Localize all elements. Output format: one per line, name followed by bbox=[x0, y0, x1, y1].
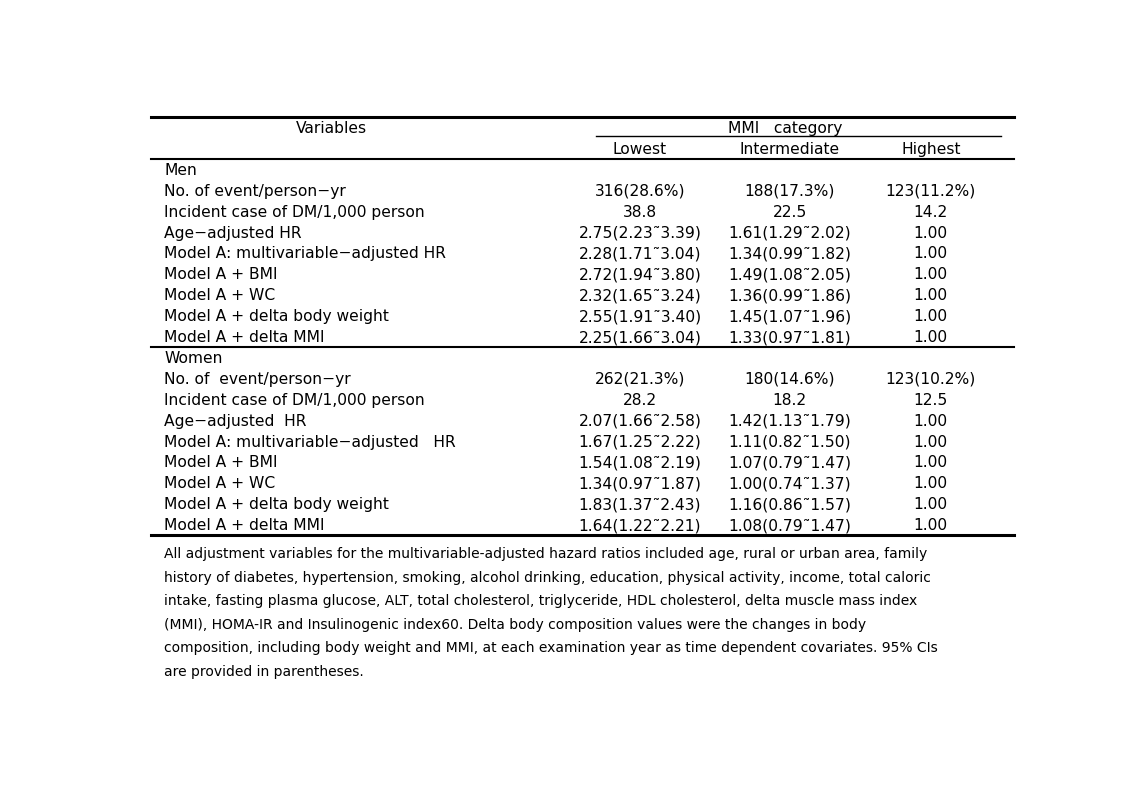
Text: Women: Women bbox=[164, 350, 223, 365]
Text: 14.2: 14.2 bbox=[914, 205, 948, 219]
Text: 28.2: 28.2 bbox=[623, 392, 657, 407]
Text: 12.5: 12.5 bbox=[914, 392, 948, 407]
Text: Variables: Variables bbox=[296, 121, 367, 136]
Text: 123(11.2%): 123(11.2%) bbox=[886, 184, 976, 198]
Text: Model A + BMI: Model A + BMI bbox=[164, 454, 277, 470]
Text: Incident case of DM/1,000 person: Incident case of DM/1,000 person bbox=[164, 205, 425, 219]
Text: 316(28.6%): 316(28.6%) bbox=[595, 184, 686, 198]
Text: 1.00: 1.00 bbox=[914, 267, 948, 282]
Text: 1.00: 1.00 bbox=[914, 454, 948, 470]
Text: 1.00: 1.00 bbox=[914, 517, 948, 532]
Text: Model A: multivariable−adjusted HR: Model A: multivariable−adjusted HR bbox=[164, 247, 446, 261]
Text: 1.00: 1.00 bbox=[914, 434, 948, 449]
Text: Model A + delta body weight: Model A + delta body weight bbox=[164, 309, 389, 324]
Text: Men: Men bbox=[164, 163, 197, 177]
Text: 1.00: 1.00 bbox=[914, 475, 948, 491]
Text: 1.33(0.97˜1.81): 1.33(0.97˜1.81) bbox=[729, 329, 852, 344]
Text: 1.00(0.74˜1.37): 1.00(0.74˜1.37) bbox=[729, 475, 852, 491]
Text: 1.07(0.79˜1.47): 1.07(0.79˜1.47) bbox=[729, 454, 852, 470]
Text: 2.75(2.23˜3.39): 2.75(2.23˜3.39) bbox=[579, 226, 702, 240]
Text: 2.32(1.65˜3.24): 2.32(1.65˜3.24) bbox=[579, 288, 702, 303]
Text: 1.36(0.99˜1.86): 1.36(0.99˜1.86) bbox=[729, 288, 852, 303]
Text: No. of  event/person−yr: No. of event/person−yr bbox=[164, 371, 351, 386]
Text: All adjustment variables for the multivariable-adjusted hazard ratios included a: All adjustment variables for the multiva… bbox=[164, 547, 928, 560]
Text: Age−adjusted  HR: Age−adjusted HR bbox=[164, 413, 307, 428]
Text: 1.00: 1.00 bbox=[914, 288, 948, 303]
Text: 1.83(1.37˜2.43): 1.83(1.37˜2.43) bbox=[579, 496, 702, 512]
Text: Lowest: Lowest bbox=[613, 142, 667, 157]
Text: Model A + BMI: Model A + BMI bbox=[164, 267, 277, 282]
Text: 1.00: 1.00 bbox=[914, 329, 948, 344]
Text: Model A + delta MMI: Model A + delta MMI bbox=[164, 329, 325, 344]
Text: 38.8: 38.8 bbox=[623, 205, 657, 219]
Text: Model A + delta MMI: Model A + delta MMI bbox=[164, 517, 325, 532]
Text: Highest: Highest bbox=[901, 142, 961, 157]
Text: Model A + WC: Model A + WC bbox=[164, 475, 275, 491]
Text: 1.64(1.22˜2.21): 1.64(1.22˜2.21) bbox=[579, 517, 702, 532]
Text: 1.08(0.79˜1.47): 1.08(0.79˜1.47) bbox=[729, 517, 852, 532]
Text: 18.2: 18.2 bbox=[773, 392, 807, 407]
Text: 262(21.3%): 262(21.3%) bbox=[595, 371, 686, 386]
Text: Model A: multivariable−adjusted   HR: Model A: multivariable−adjusted HR bbox=[164, 434, 456, 449]
Text: 1.34(0.99˜1.82): 1.34(0.99˜1.82) bbox=[729, 247, 852, 261]
Text: 1.00: 1.00 bbox=[914, 413, 948, 428]
Text: Model A + delta body weight: Model A + delta body weight bbox=[164, 496, 389, 512]
Text: Model A + WC: Model A + WC bbox=[164, 288, 275, 303]
Text: history of diabetes, hypertension, smoking, alcohol drinking, education, physica: history of diabetes, hypertension, smoki… bbox=[164, 570, 931, 584]
Text: 1.00: 1.00 bbox=[914, 226, 948, 240]
Text: 1.34(0.97˜1.87): 1.34(0.97˜1.87) bbox=[579, 475, 702, 491]
Text: are provided in parentheses.: are provided in parentheses. bbox=[164, 664, 364, 678]
Text: 1.67(1.25˜2.22): 1.67(1.25˜2.22) bbox=[579, 434, 702, 449]
Text: No. of event/person−yr: No. of event/person−yr bbox=[164, 184, 346, 198]
Text: 1.00: 1.00 bbox=[914, 247, 948, 261]
Text: Incident case of DM/1,000 person: Incident case of DM/1,000 person bbox=[164, 392, 425, 407]
Text: 1.42(1.13˜1.79): 1.42(1.13˜1.79) bbox=[729, 413, 852, 428]
Text: 2.07(1.66˜2.58): 2.07(1.66˜2.58) bbox=[579, 413, 702, 428]
Text: 1.61(1.29˜2.02): 1.61(1.29˜2.02) bbox=[729, 226, 852, 240]
Text: intake, fasting plasma glucose, ALT, total cholesterol, triglyceride, HDL choles: intake, fasting plasma glucose, ALT, tot… bbox=[164, 593, 918, 607]
Text: 180(14.6%): 180(14.6%) bbox=[745, 371, 835, 386]
Text: MMI   category: MMI category bbox=[728, 121, 843, 136]
Text: 2.25(1.66˜3.04): 2.25(1.66˜3.04) bbox=[579, 329, 702, 344]
Text: 1.49(1.08˜2.05): 1.49(1.08˜2.05) bbox=[729, 267, 852, 282]
Text: 1.54(1.08˜2.19): 1.54(1.08˜2.19) bbox=[579, 454, 702, 470]
Text: 2.55(1.91˜3.40): 2.55(1.91˜3.40) bbox=[579, 309, 702, 324]
Text: composition, including body weight and MMI, at each examination year as time dep: composition, including body weight and M… bbox=[164, 641, 938, 654]
Text: 188(17.3%): 188(17.3%) bbox=[745, 184, 835, 198]
Text: 1.00: 1.00 bbox=[914, 309, 948, 324]
Text: (MMI), HOMA-IR and Insulinogenic index60. Delta body composition values were the: (MMI), HOMA-IR and Insulinogenic index60… bbox=[164, 617, 866, 631]
Text: 1.11(0.82˜1.50): 1.11(0.82˜1.50) bbox=[729, 434, 850, 449]
Text: Intermediate: Intermediate bbox=[740, 142, 840, 157]
Text: 1.16(0.86˜1.57): 1.16(0.86˜1.57) bbox=[729, 496, 852, 512]
Text: Age−adjusted HR: Age−adjusted HR bbox=[164, 226, 301, 240]
Text: 22.5: 22.5 bbox=[773, 205, 807, 219]
Text: 123(10.2%): 123(10.2%) bbox=[886, 371, 976, 386]
Text: 1.00: 1.00 bbox=[914, 496, 948, 512]
Text: 2.72(1.94˜3.80): 2.72(1.94˜3.80) bbox=[579, 267, 702, 282]
Text: 1.45(1.07˜1.96): 1.45(1.07˜1.96) bbox=[728, 309, 852, 324]
Text: 2.28(1.71˜3.04): 2.28(1.71˜3.04) bbox=[579, 247, 702, 261]
